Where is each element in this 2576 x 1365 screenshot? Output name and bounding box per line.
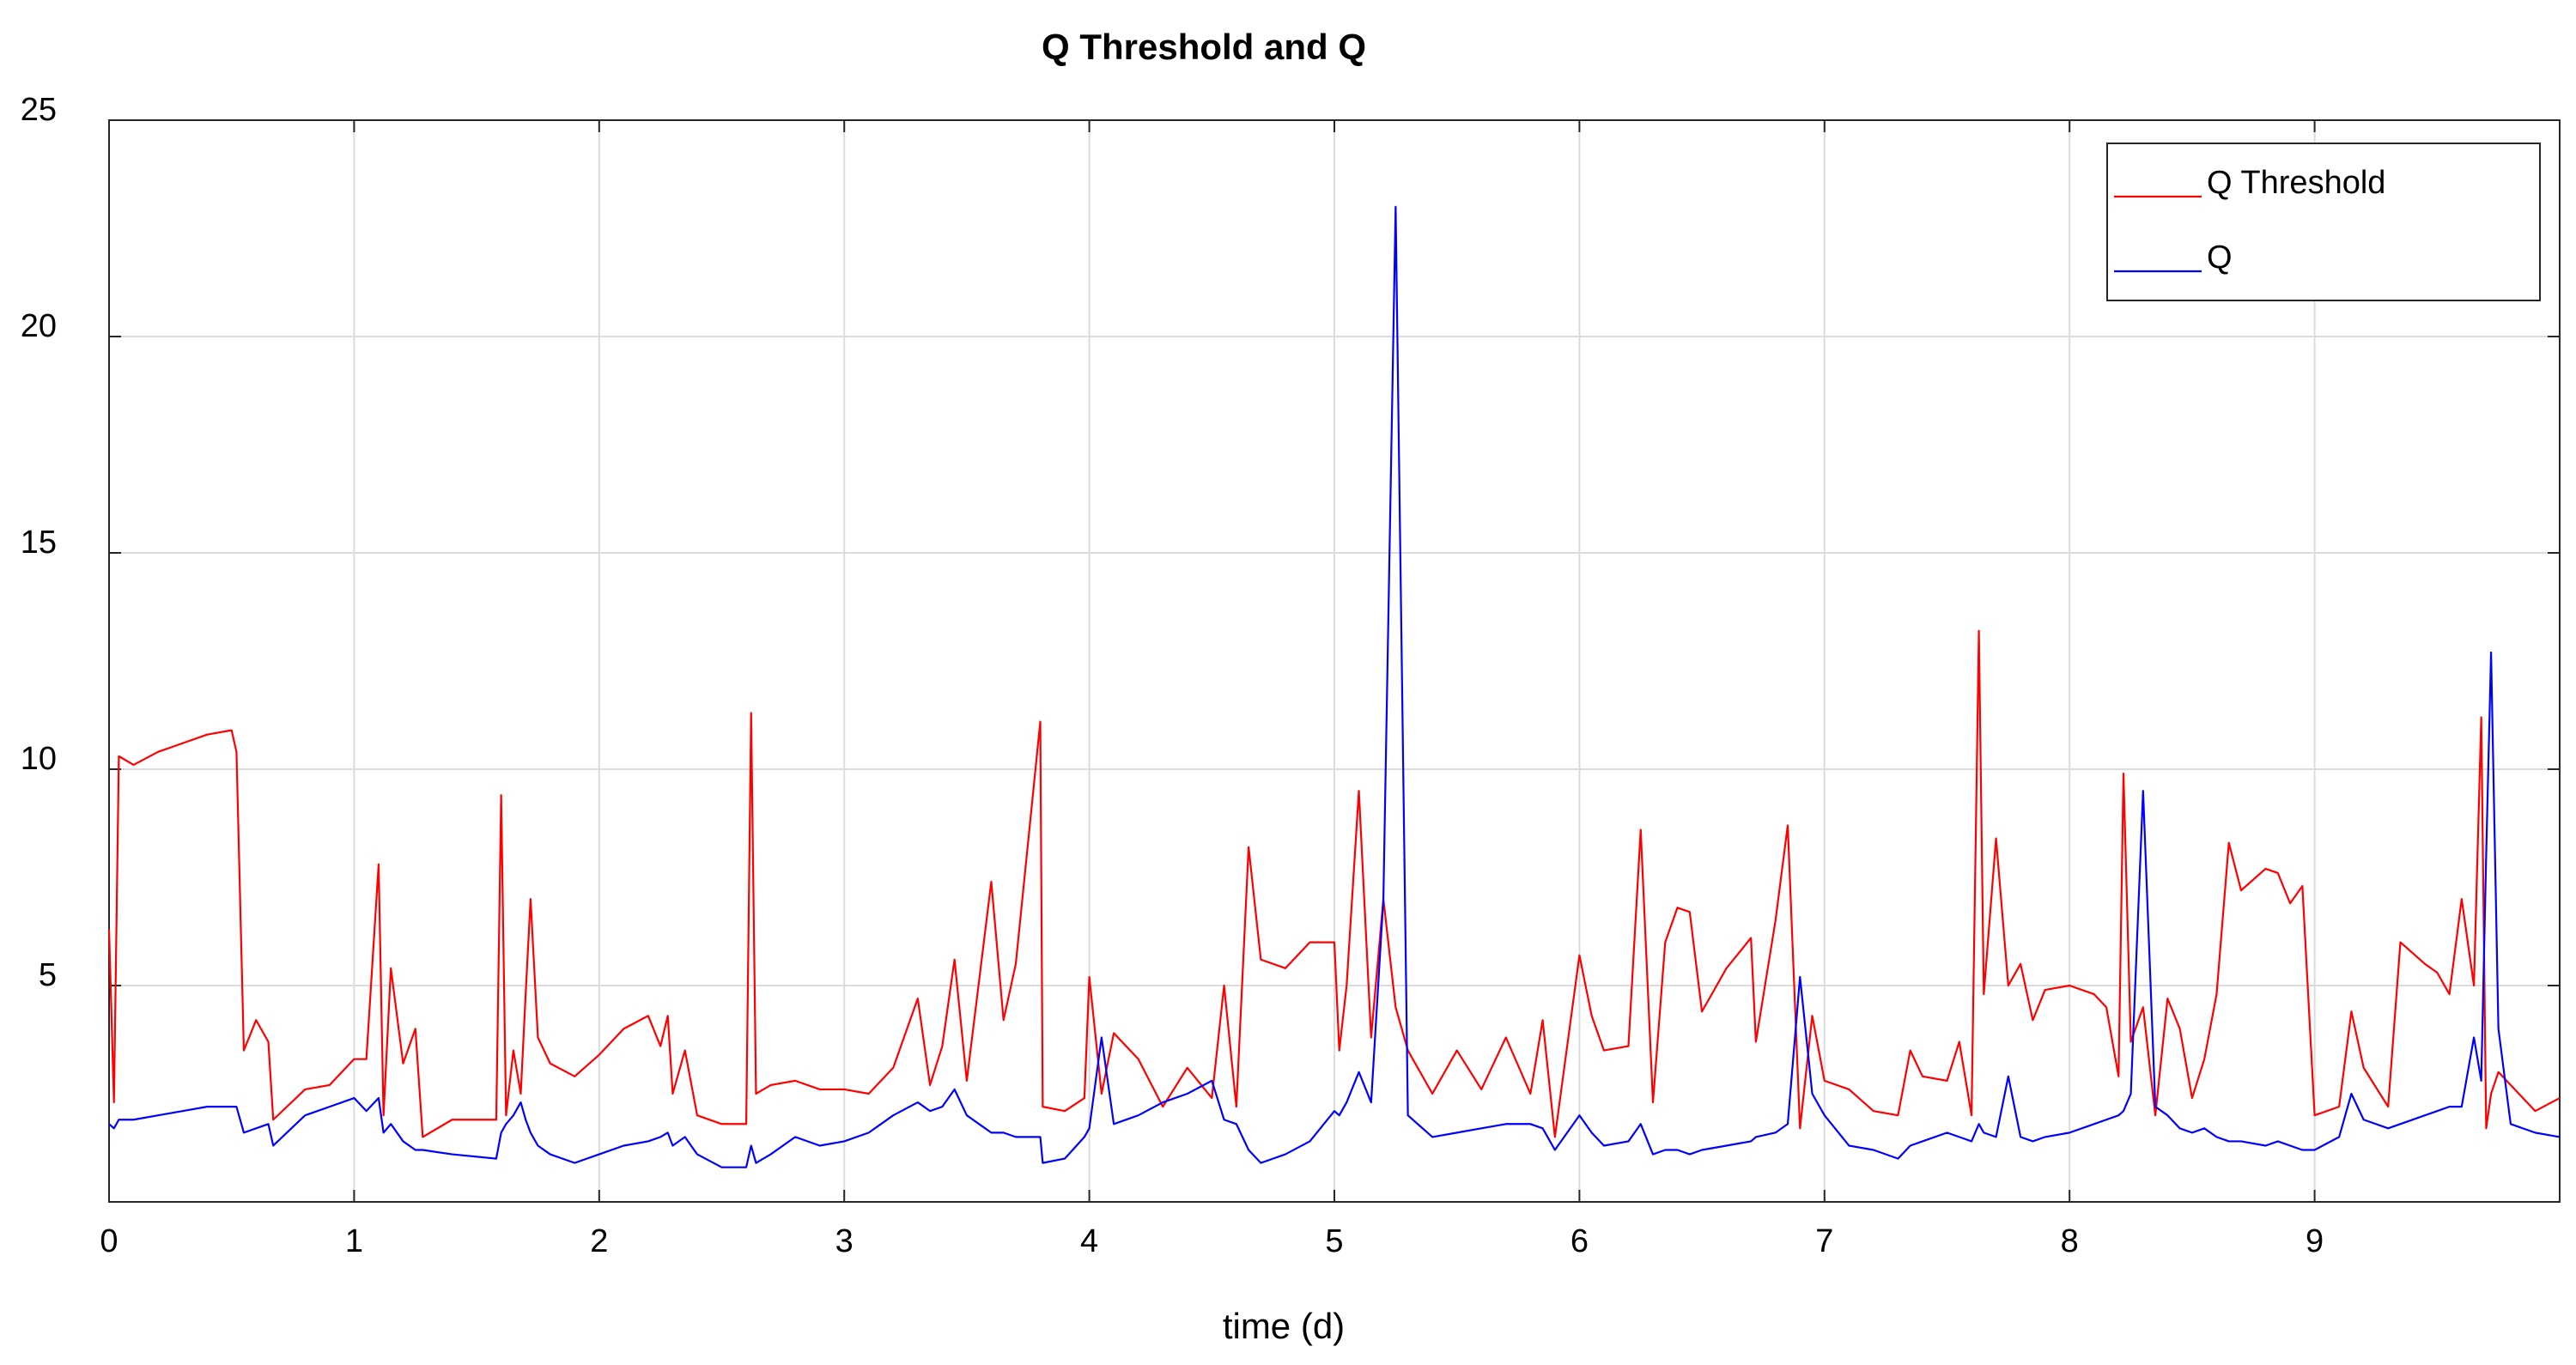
x-tick-label: 1 [345, 1223, 363, 1259]
line-series [107, 629, 2561, 1138]
x-tick-label: 7 [1815, 1223, 1833, 1259]
legend-label: Q [2207, 240, 2233, 276]
x-tick-label: 4 [1080, 1223, 1098, 1259]
x-tick-label: 3 [835, 1223, 854, 1259]
y-tick-label: 20 [21, 308, 57, 344]
y-tick-label: 25 [21, 92, 57, 128]
x-tick-label: 0 [100, 1223, 118, 1259]
chart-title: Q Threshold and Q [1042, 27, 1366, 67]
y-tick-label: 5 [39, 957, 57, 993]
x-tick-label: 6 [1571, 1223, 1589, 1259]
legend-box [2106, 143, 2541, 301]
legend-label: Q Threshold [2207, 165, 2385, 201]
x-tick-label: 2 [590, 1223, 608, 1259]
x-tick-label: 8 [2061, 1223, 2079, 1259]
x-axis-label: time (d) [1223, 1306, 1345, 1346]
y-tick-label: 15 [21, 525, 57, 561]
y-tick-label: 10 [21, 741, 57, 777]
line-series [108, 205, 2561, 1168]
x-tick-label: 5 [1325, 1223, 1343, 1259]
x-tick-label: 9 [2306, 1223, 2324, 1259]
